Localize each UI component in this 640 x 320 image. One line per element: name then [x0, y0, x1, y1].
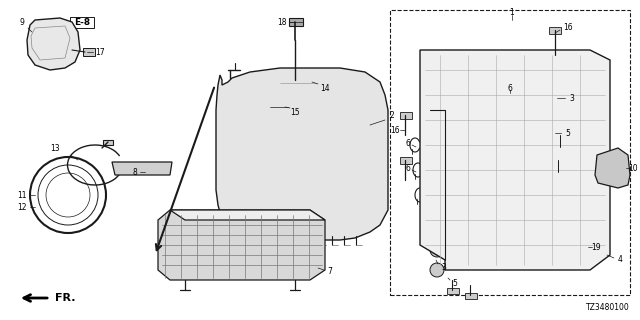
- Text: 17: 17: [95, 47, 105, 57]
- Text: 18: 18: [277, 18, 287, 27]
- Text: 7: 7: [328, 268, 332, 276]
- Bar: [400, 112, 412, 119]
- Text: 6: 6: [406, 139, 410, 148]
- Text: 3: 3: [570, 93, 575, 102]
- Text: 19: 19: [591, 243, 601, 252]
- Polygon shape: [170, 210, 325, 220]
- Bar: [447, 288, 459, 294]
- Circle shape: [556, 145, 564, 153]
- Text: 9: 9: [20, 18, 24, 27]
- Text: 6: 6: [406, 164, 410, 172]
- Bar: [289, 18, 303, 26]
- Circle shape: [555, 88, 569, 102]
- Text: 12: 12: [17, 203, 27, 212]
- Text: 10: 10: [628, 164, 638, 172]
- Text: FR.: FR.: [55, 293, 76, 303]
- Bar: [465, 293, 477, 299]
- Bar: [549, 27, 561, 34]
- Text: 15: 15: [290, 108, 300, 116]
- Text: 2: 2: [390, 110, 394, 119]
- Text: 5: 5: [566, 129, 570, 138]
- Text: 16: 16: [390, 125, 400, 134]
- Polygon shape: [216, 68, 388, 240]
- Circle shape: [430, 263, 444, 277]
- Text: 11: 11: [17, 190, 27, 199]
- Bar: [400, 157, 412, 164]
- Text: 13: 13: [50, 143, 60, 153]
- Polygon shape: [158, 210, 325, 280]
- Bar: [268, 100, 290, 114]
- Circle shape: [556, 108, 570, 122]
- Polygon shape: [595, 148, 630, 188]
- Text: E-8: E-8: [74, 18, 90, 27]
- Polygon shape: [420, 50, 610, 270]
- Text: 16: 16: [563, 22, 573, 31]
- Text: 8: 8: [132, 167, 138, 177]
- Text: 6: 6: [508, 84, 513, 92]
- Circle shape: [568, 233, 592, 257]
- Bar: [103, 140, 113, 145]
- Polygon shape: [112, 162, 172, 175]
- Bar: [70, 17, 94, 28]
- Bar: [272, 75, 318, 93]
- Bar: [83, 48, 95, 56]
- Circle shape: [554, 170, 562, 178]
- Text: 1: 1: [509, 7, 515, 17]
- Polygon shape: [27, 18, 80, 70]
- Text: TZ3480100: TZ3480100: [586, 303, 630, 313]
- Circle shape: [430, 243, 444, 257]
- Bar: [390, 10, 630, 295]
- Text: 14: 14: [320, 84, 330, 92]
- Text: 4: 4: [618, 255, 623, 265]
- Text: 5: 5: [452, 278, 458, 287]
- Text: 3: 3: [442, 262, 447, 271]
